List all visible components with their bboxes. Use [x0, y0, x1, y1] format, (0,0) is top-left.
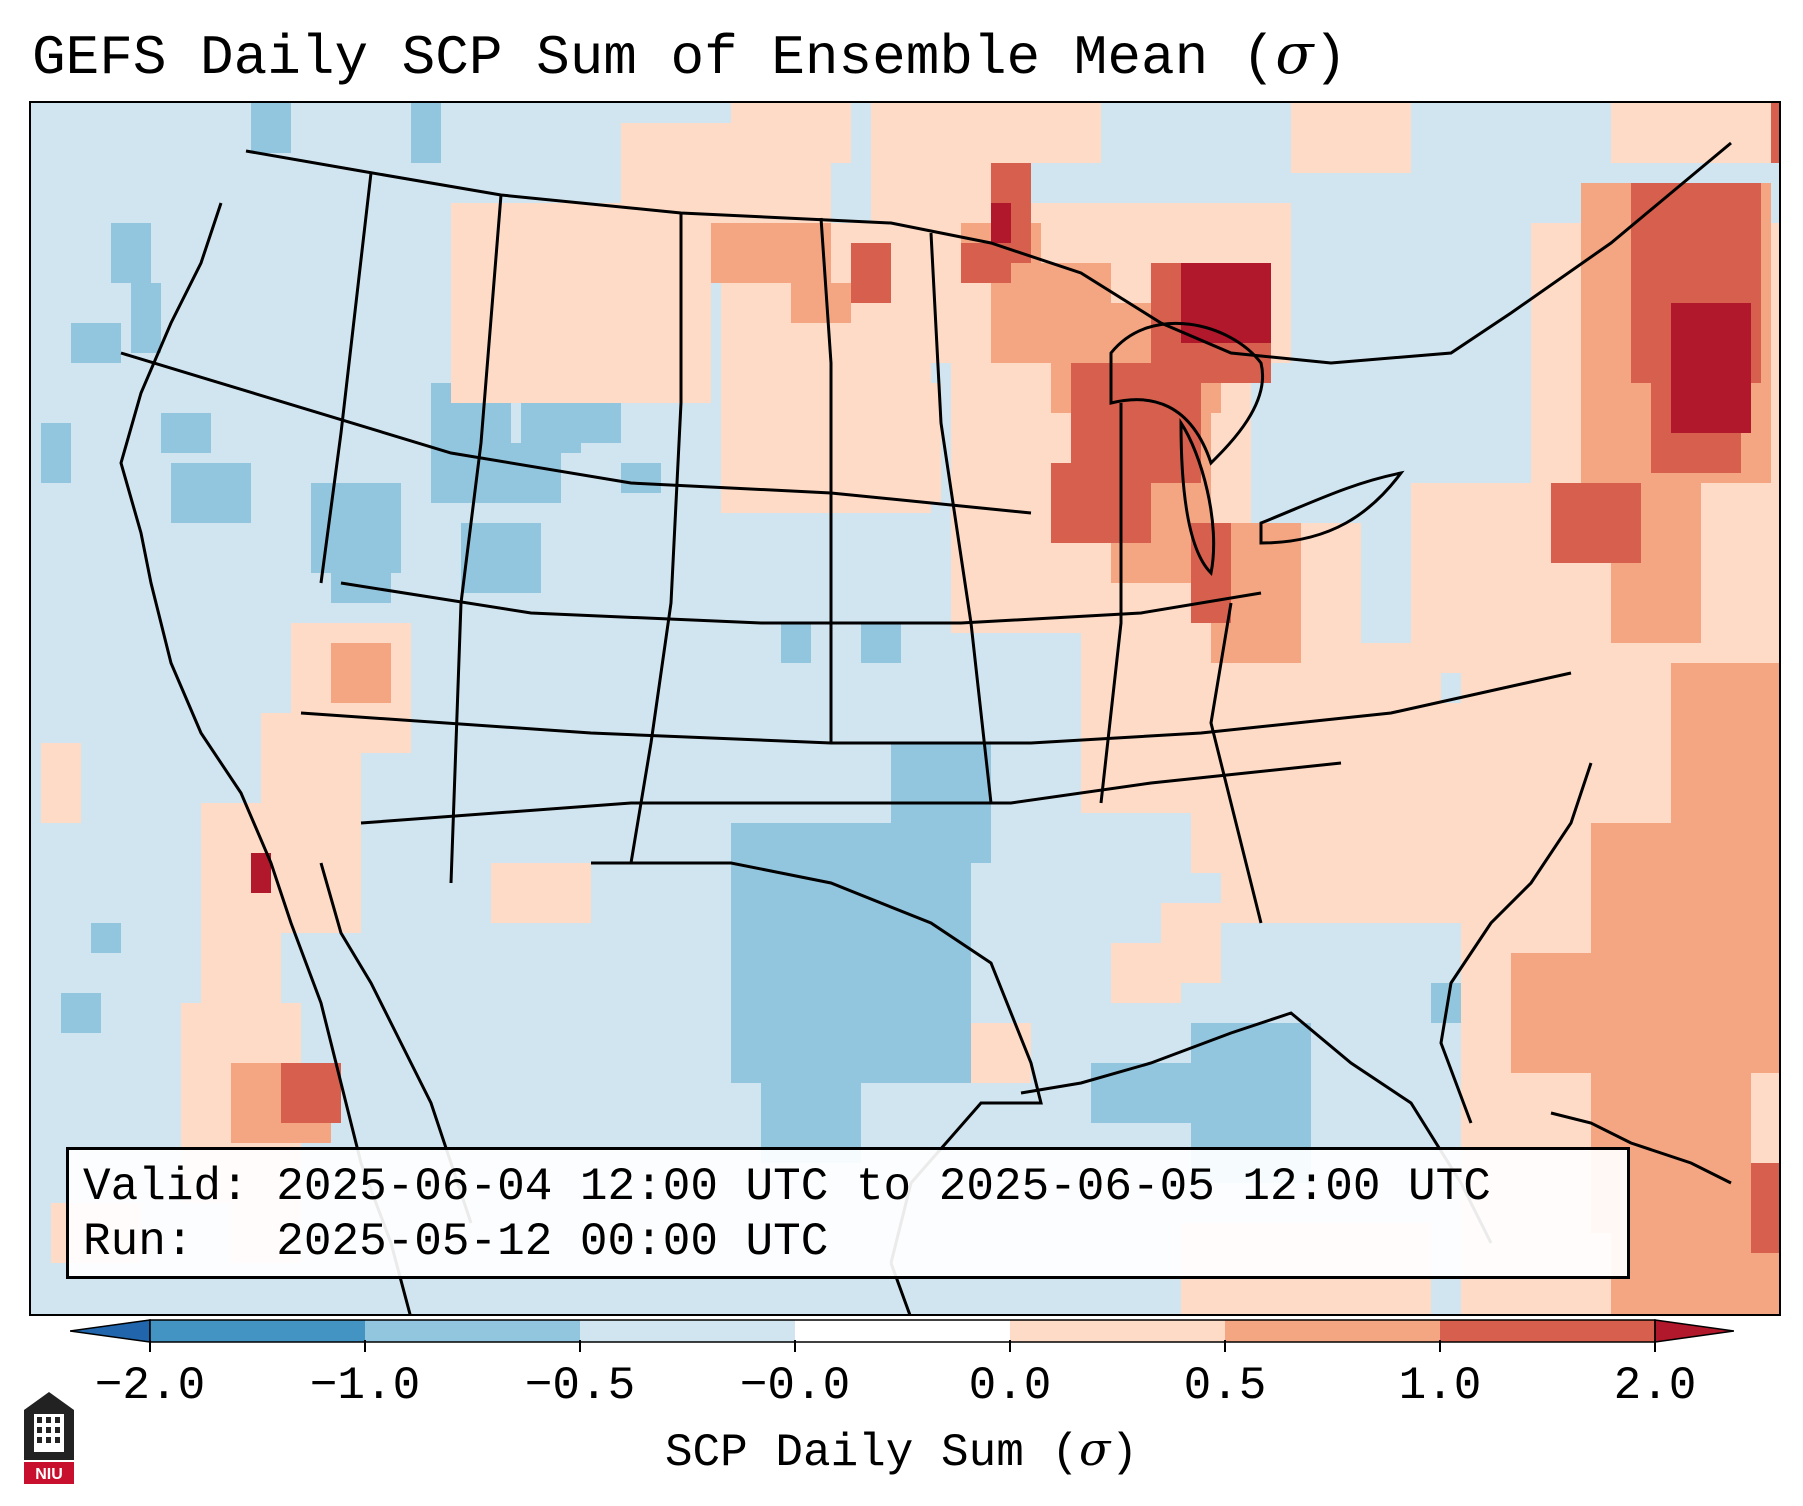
valid-value: 2025-06-04 12:00 UTC to 2025-06-05 12:00… — [276, 1161, 1491, 1213]
colorbar-tick — [1009, 1340, 1011, 1352]
positive-anomaly-max — [251, 203, 1751, 893]
colorbar-tick — [1439, 1340, 1441, 1352]
colorbar-segment-2 — [365, 1320, 580, 1342]
colorbar-tick-label: −1.0 — [309, 1360, 421, 1412]
great-lakes — [1109, 321, 1264, 466]
lake-michigan — [1179, 418, 1216, 577]
colorbar-label-text: SCP Daily Sum ( — [664, 1427, 1080, 1479]
colorbar-tick-label: 1.0 — [1398, 1360, 1482, 1412]
state-lines-2 — [340, 581, 1262, 625]
vertical-7 — [1209, 602, 1263, 924]
svg-text:NIU: NIU — [35, 1466, 63, 1483]
vertical-1 — [319, 172, 373, 584]
colorbar-tick — [794, 1340, 796, 1352]
colorbar-segment-4 — [795, 1320, 1010, 1342]
cuba — [1550, 1111, 1732, 1185]
boundaries — [119, 141, 1732, 1314]
colorbar-tick — [579, 1340, 581, 1352]
vertical-5 — [929, 232, 993, 804]
colorbar-segment-3 — [580, 1320, 795, 1342]
vertical-2 — [449, 194, 503, 884]
state-lines-4 — [360, 761, 1342, 825]
title-close: ) — [1313, 26, 1348, 90]
vertical-4 — [819, 217, 833, 743]
colorbar-segment-6 — [1225, 1320, 1440, 1342]
colorbar-tick — [149, 1340, 151, 1352]
colorbar-tick-label: −0.0 — [739, 1360, 851, 1412]
colorbar-segment-1 — [150, 1320, 365, 1342]
colorbar-tick — [1654, 1340, 1656, 1352]
run-value: 2025-05-12 00:00 UTC — [276, 1216, 829, 1268]
colorbar-label-sigma: σ — [1079, 1422, 1111, 1476]
lake-erie — [1259, 470, 1405, 545]
colorbar-extend-low — [70, 1319, 151, 1343]
colorbar-extend-high — [1654, 1319, 1734, 1343]
title-sigma: σ — [1275, 22, 1314, 87]
colorbar — [70, 1319, 1734, 1343]
valid-label: Valid: — [83, 1161, 249, 1213]
colorbar-segment-7 — [1440, 1320, 1655, 1342]
east-coast — [1439, 762, 1593, 1124]
vertical-3 — [629, 213, 683, 864]
texas-border — [591, 861, 1043, 1264]
title-text: GEFS Daily SCP Sum of Ensemble Mean ( — [32, 26, 1276, 90]
colorbar-tick-label: 2.0 — [1613, 1360, 1697, 1412]
colorbar-label: SCP Daily Sum (σ) — [0, 1422, 1803, 1479]
west-coast — [119, 202, 412, 1314]
run-row: Run: 2025-05-12 00:00 UTC — [83, 1215, 1613, 1270]
valid-row: Valid: 2025-06-04 12:00 UTC to 2025-06-0… — [83, 1160, 1613, 1215]
colorbar-tick — [364, 1340, 366, 1352]
run-label: Run: — [83, 1216, 194, 1268]
colorbar-tick-label: 0.5 — [1183, 1360, 1267, 1412]
colorbar-tick — [1224, 1340, 1226, 1352]
colorbar-tick-label: −0.5 — [524, 1360, 636, 1412]
colorbar-label-close: ) — [1110, 1427, 1139, 1479]
colorbar-tick-label: −2.0 — [94, 1360, 206, 1412]
state-lines-3 — [300, 671, 1572, 745]
state-lines-1 — [120, 351, 1032, 515]
colorbar-tick-label: 0.0 — [968, 1360, 1052, 1412]
vertical-6 — [1099, 403, 1123, 804]
anomaly-map — [31, 103, 1779, 1314]
colorbar-segment-5 — [1010, 1320, 1225, 1342]
map-title: GEFS Daily SCP Sum of Ensemble Mean (σ) — [32, 22, 1347, 90]
validity-info-box: Valid: 2025-06-04 12:00 UTC to 2025-06-0… — [66, 1147, 1630, 1279]
map-panel — [29, 101, 1781, 1316]
niu-logo: NIU — [24, 1392, 74, 1484]
